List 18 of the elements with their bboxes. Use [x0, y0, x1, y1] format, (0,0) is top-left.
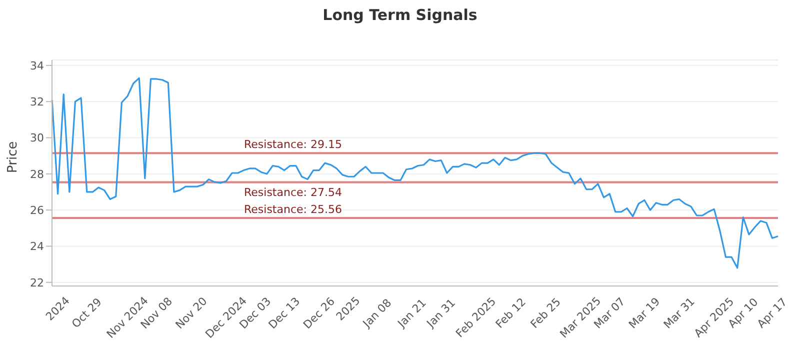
y-tick-label: 34 — [30, 59, 44, 72]
chart-title: Long Term Signals — [322, 5, 478, 24]
y-tick-label: 26 — [30, 204, 44, 217]
y-tick-label: 30 — [30, 132, 44, 145]
ref-line-label: Resistance: 25.56 — [244, 203, 342, 216]
x-tick-label: Mar 19 — [626, 295, 663, 332]
y-tick-label: 28 — [30, 168, 44, 181]
y-tick-label: 24 — [30, 240, 44, 254]
y-axis-title: Price — [6, 141, 21, 173]
line-series — [51, 77, 779, 269]
y-tick-label: 32 — [30, 95, 44, 108]
x-tick-label: Oct 29 — [69, 296, 104, 331]
ref-line-label: Resistance: 29.15 — [244, 138, 342, 152]
x-tick-label: Feb 25 — [528, 295, 564, 331]
y-tick-label: 22 — [30, 276, 44, 290]
x-tick-label: Dec 26 — [300, 294, 338, 332]
x-tick-label: Jan 08 — [360, 296, 394, 331]
ref-line-label: Resistance: 27.54 — [244, 186, 342, 200]
